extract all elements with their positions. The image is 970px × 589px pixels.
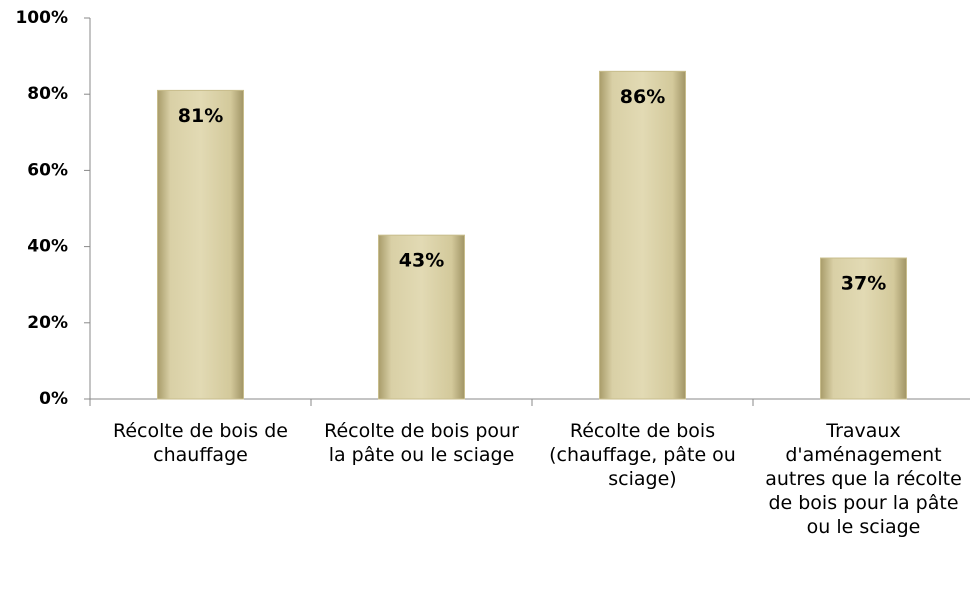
y-tick-label: 80%	[27, 84, 68, 104]
data-label: 81%	[178, 105, 223, 127]
x-tick-label: Récolte de bois de chauffage	[112, 420, 288, 466]
y-tick-label: 20%	[27, 313, 68, 333]
data-label: 86%	[620, 86, 665, 108]
bar	[378, 234, 465, 400]
y-tick-label: 60%	[27, 160, 68, 180]
y-tick-label: 100%	[15, 8, 68, 28]
data-label: 43%	[399, 250, 444, 272]
x-tick-label: Travaux d'aménagement autres que la réco…	[765, 420, 962, 538]
x-tick-label: Récolte de bois pour la pâte ou le sciag…	[324, 420, 519, 466]
x-tick-label: Récolte de bois (chauffage, pâte ou scia…	[549, 420, 736, 490]
y-tick-label: 0%	[39, 389, 68, 409]
bar	[820, 257, 907, 400]
bar	[157, 89, 244, 400]
data-label: 37%	[841, 273, 886, 295]
bar	[599, 70, 686, 400]
y-tick-label: 40%	[27, 237, 68, 257]
